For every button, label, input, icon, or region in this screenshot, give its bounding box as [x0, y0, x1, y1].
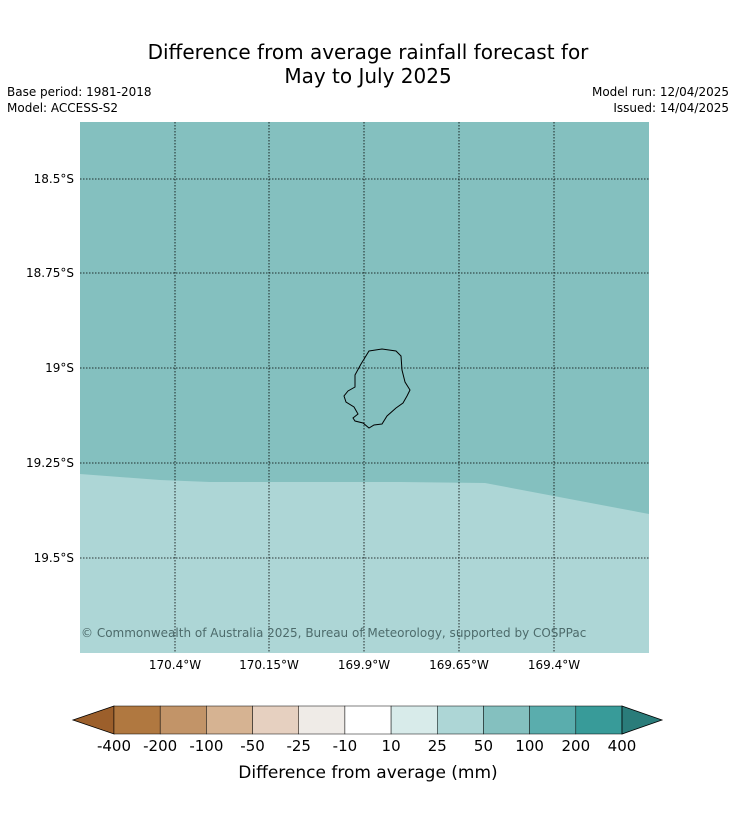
- colorbar-segment: [437, 705, 484, 735]
- model-run-text: Model run: 12/04/2025: [591, 85, 729, 99]
- meta-right: Model run: 12/04/2025 Issued: 14/04/2025: [592, 84, 729, 116]
- colorbar-tick-label: 100: [515, 737, 544, 755]
- colorbar-segment: [529, 705, 577, 735]
- colorbar-title: Difference from average (mm): [238, 763, 498, 783]
- issued-text: Issued: 14/04/2025: [613, 101, 729, 115]
- lat-label: 18.5°S: [34, 172, 74, 186]
- lat-label: 19.5°S: [34, 551, 74, 565]
- chart-title-line2: May to July 2025: [284, 64, 452, 88]
- lon-label: 170.4°W: [149, 658, 201, 672]
- colorbar-extend-low: [71, 705, 115, 735]
- colorbar-tick-label: 400: [607, 737, 637, 755]
- colorbar-segment: [159, 705, 207, 735]
- colorbar-tick-label: -50: [240, 737, 265, 755]
- lat-label: 18.75°S: [26, 266, 74, 280]
- island-outline: [343, 348, 411, 429]
- base-period-text: Base period: 1981-2018: [7, 85, 152, 99]
- colorbar-segment: [113, 705, 161, 735]
- lat-label: 19.25°S: [26, 456, 74, 470]
- colorbar-tick-label: 10: [381, 737, 401, 755]
- region-25-50: [80, 474, 649, 653]
- colorbar-segment: [390, 705, 438, 735]
- colorbar-tick-label: 50: [473, 737, 493, 755]
- colorbar-tick-label: -100: [189, 737, 224, 755]
- colorbar-tick-label: -25: [286, 737, 311, 755]
- copyright-text: © Commonwealth of Australia 2025, Bureau…: [81, 626, 586, 640]
- colorbar-segment: [298, 705, 346, 735]
- colorbar-segment: [575, 705, 623, 735]
- lon-label: 169.4°W: [528, 658, 580, 672]
- colorbar-tick-label: -400: [96, 737, 132, 755]
- colorbar-tick-label: -200: [143, 737, 178, 755]
- colorbar-extend-high: [621, 705, 664, 735]
- lat-label: 19°S: [45, 361, 74, 375]
- lon-label: 170.15°W: [239, 658, 299, 672]
- lon-label: 169.9°W: [338, 658, 390, 672]
- model-text: Model: ACCESS-S2: [7, 101, 119, 115]
- colorbar-tick-label: 200: [561, 737, 591, 755]
- colorbar-tick-label: 25: [427, 737, 447, 755]
- colorbar-tick-label: -10: [332, 737, 358, 755]
- chart-title-line1: Difference from average rainfall forecas…: [147, 40, 589, 64]
- colorbar-segment: [252, 705, 299, 735]
- meta-left: Base period: 1981-2018 Model: ACCESS-S2: [7, 84, 152, 116]
- colorbar-segment: [344, 705, 392, 735]
- colorbar: [71, 705, 664, 735]
- lon-label: 169.65°W: [429, 658, 489, 672]
- gridlines: [80, 122, 649, 653]
- colorbar-segment: [483, 705, 530, 735]
- colorbar-segment: [206, 705, 253, 735]
